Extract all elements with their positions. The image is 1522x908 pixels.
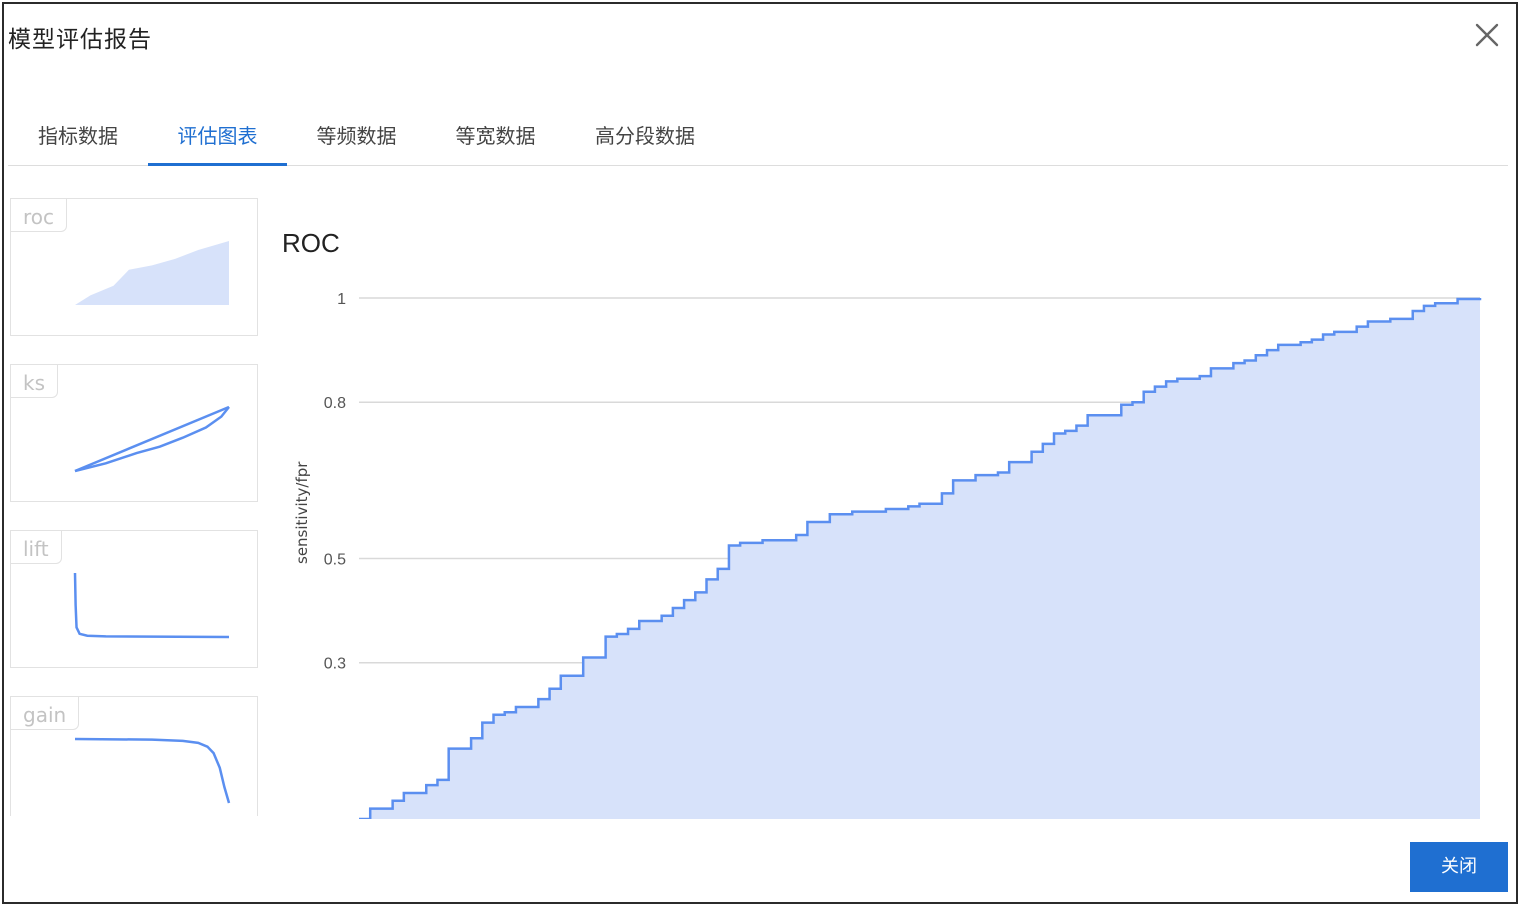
thumb-roc[interactable]: roc xyxy=(10,198,258,336)
chart-thumbnail-list: roc ks lift gain xyxy=(8,198,260,816)
y-tick-label: 1 xyxy=(337,291,346,308)
tab-equal-freq[interactable]: 等频数据 xyxy=(316,124,397,148)
tab-eval-charts[interactable]: 评估图表 xyxy=(148,108,287,166)
y-tick-label: 0.3 xyxy=(324,656,346,673)
thumb-gain[interactable]: gain xyxy=(10,696,258,816)
thumb-lift-chart xyxy=(73,572,230,639)
thumb-ks[interactable]: ks xyxy=(10,364,258,502)
thumb-roc-chart xyxy=(75,241,229,305)
thumb-ks-line-a xyxy=(74,405,230,473)
thumb-ks-label: ks xyxy=(10,364,59,398)
y-tick-label: 0.8 xyxy=(324,395,346,412)
tab-bar: 指标数据 评估图表 等频数据 等宽数据 高分段数据 xyxy=(8,108,1508,166)
thumb-roc-label: roc xyxy=(10,198,68,232)
tab-metrics[interactable]: 指标数据 xyxy=(38,124,118,148)
thumb-gain-line xyxy=(74,737,231,804)
y-axis-label: sensitivity/fpr xyxy=(293,461,311,564)
thumb-gain-label: gain xyxy=(10,696,80,730)
roc-area xyxy=(359,298,1480,819)
thumb-lift-label: lift xyxy=(10,530,62,564)
thumb-ks-line-b xyxy=(74,406,230,473)
thumb-roc-area xyxy=(75,241,229,305)
chart-title: ROC xyxy=(282,228,340,258)
roc-line xyxy=(359,297,1482,819)
y-tick-label: 0.5 xyxy=(324,552,346,569)
close-button[interactable]: 关闭 xyxy=(1410,842,1508,892)
thumb-lift[interactable]: lift xyxy=(10,530,258,668)
roc-chart: 1 0.8 0.5 0.3 xyxy=(324,291,1482,819)
tab-high-score[interactable]: 高分段数据 xyxy=(595,124,695,148)
dialog-title: 模型评估报告 xyxy=(8,27,152,53)
thumb-lift-line xyxy=(73,572,230,639)
thumb-gain-chart xyxy=(74,737,231,804)
close-icon[interactable] xyxy=(1472,20,1502,50)
thumb-ks-chart xyxy=(74,405,230,473)
tab-equal-width[interactable]: 等宽数据 xyxy=(455,124,536,148)
roc-chart-panel: 1 0.8 0.5 0.3 ROC sensitivity/fpr xyxy=(274,214,1499,819)
